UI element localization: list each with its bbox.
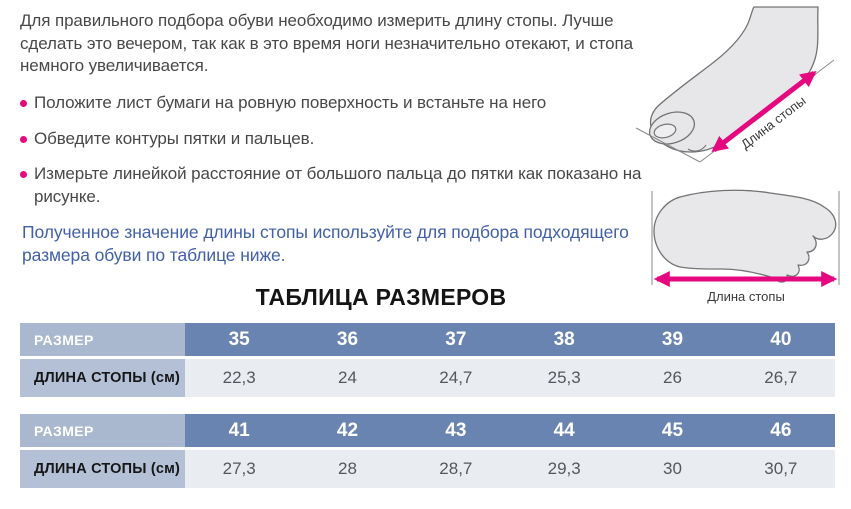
size-cell: 37 <box>401 323 510 356</box>
toe-nail <box>653 123 677 139</box>
length-cell: 28,7 <box>401 450 510 488</box>
length-row-label: ДЛИНА СТОПЫ (см) <box>20 450 185 488</box>
size-table-35-40: РАЗМЕР 35 36 37 38 39 40 ДЛИНА СТОПЫ (см… <box>20 323 835 397</box>
size-row-label: РАЗМЕР <box>20 414 185 447</box>
size-cell: 43 <box>401 414 510 447</box>
size-header-row: РАЗМЕР 35 36 37 38 39 40 <box>20 323 835 356</box>
instruction-text: Измерьте линейкой расстояние от большого… <box>34 164 642 206</box>
bullet-icon <box>20 171 27 178</box>
length-row: ДЛИНА СТОПЫ (см) 22,3 24 24,7 25,3 26 26… <box>20 359 835 397</box>
foot-length-label: Длина стопы <box>707 289 785 304</box>
foot-side-illustration: Длина стопы <box>628 6 848 174</box>
length-cell: 30 <box>618 450 727 488</box>
size-header-row: РАЗМЕР 41 42 43 44 45 46 <box>20 414 835 447</box>
length-cell: 26,7 <box>726 359 835 397</box>
bullet-icon <box>20 100 27 107</box>
length-cell: 24 <box>293 359 402 397</box>
size-cell: 40 <box>726 323 835 356</box>
list-item: Измерьте линейкой расстояние от большого… <box>20 163 645 208</box>
instruction-list: Положите лист бумаги на ровную поверхнос… <box>20 92 645 221</box>
second-toe-line <box>687 144 707 152</box>
instruction-text: Обведите контуры пятки и пальцев. <box>34 128 315 148</box>
size-cell: 38 <box>510 323 619 356</box>
intro-paragraph: Для правильного подбора обуви необходимо… <box>20 11 633 75</box>
length-cell: 24,7 <box>401 359 510 397</box>
size-table-title: ТАБЛИЦА РАЗМЕРОВ <box>255 284 507 310</box>
foot-side-image: Длина стопы <box>635 6 835 163</box>
size-cell: 41 <box>185 414 294 447</box>
size-cell: 44 <box>510 414 619 447</box>
size-cell: 45 <box>618 414 727 447</box>
length-cell: 26 <box>618 359 727 397</box>
length-cell: 25,3 <box>510 359 619 397</box>
note-text: Полученное значение длины стопы использу… <box>22 222 629 265</box>
ground-line-front <box>635 127 701 163</box>
list-item: Обведите контуры пятки и пальцев. <box>20 128 645 151</box>
foot-sole-image: Длина стопы <box>651 189 840 304</box>
instruction-text: Положите лист бумаги на ровную поверхнос… <box>34 93 547 112</box>
measure-arrow <box>711 71 817 152</box>
size-row-label: РАЗМЕР <box>20 323 185 356</box>
size-cell: 42 <box>293 414 402 447</box>
length-cell: 27,3 <box>185 450 294 488</box>
size-cell: 46 <box>726 414 835 447</box>
size-table-41-46: РАЗМЕР 41 42 43 44 45 46 ДЛИНА СТОПЫ (см… <box>20 414 835 488</box>
bullet-icon <box>20 135 27 143</box>
size-cell: 39 <box>618 323 727 356</box>
length-cell: 29,3 <box>510 450 619 488</box>
length-row-label: ДЛИНА СТОПЫ (см) <box>20 359 185 397</box>
length-cell: 30,7 <box>726 450 835 488</box>
size-cell: 36 <box>293 323 402 356</box>
length-row: ДЛИНА СТОПЫ (см) 27,3 28 28,7 29,3 30 30… <box>20 450 835 488</box>
list-item: Положите лист бумаги на ровную поверхнос… <box>20 92 645 115</box>
footprint-outline <box>653 189 837 283</box>
length-cell: 22,3 <box>185 359 294 397</box>
foot-sole-illustration: Длина стопы <box>646 185 846 305</box>
size-cell: 35 <box>185 323 294 356</box>
length-cell: 28 <box>293 450 402 488</box>
